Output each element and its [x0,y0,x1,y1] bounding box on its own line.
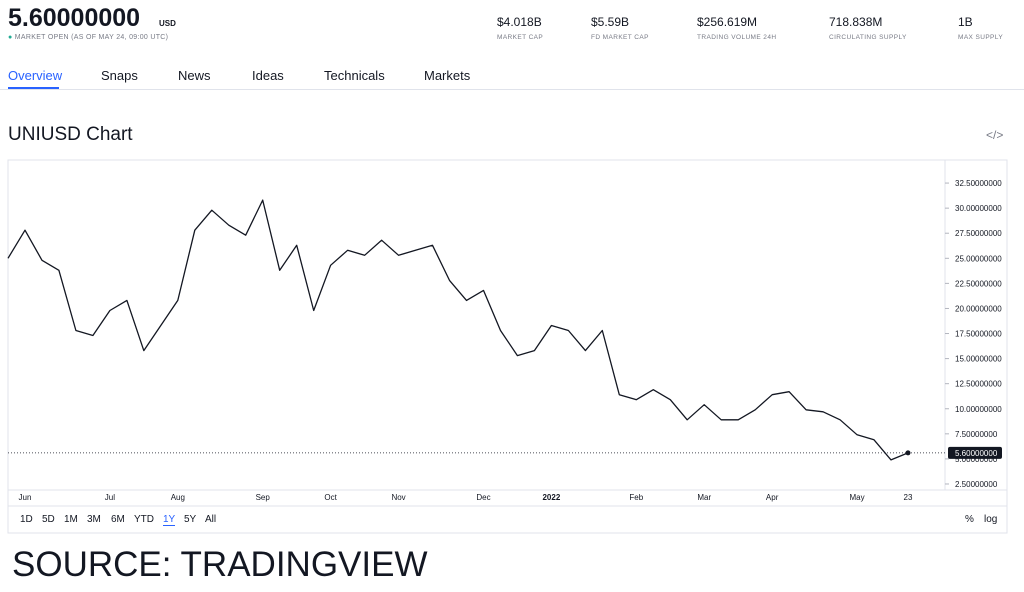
stat-value: $5.59B [591,15,630,29]
status-text: MARKET OPEN (AS OF MAY 24, 09:00 UTC) [14,34,169,41]
x-tick-label: Aug [171,493,185,502]
tab[interactable]: Overview [8,68,63,83]
x-tick-label: Apr [766,493,779,502]
price: 5.60000000 [8,4,141,32]
range-button[interactable]: 5D [42,514,55,525]
y-tick-label: 32.50000000 [955,179,1002,188]
tab[interactable]: Ideas [252,68,284,83]
x-tick-label: Jun [19,493,32,502]
divider [0,89,1024,90]
x-tick-label: 2022 [542,493,560,502]
price-line [7,199,909,461]
tab[interactable]: News [178,68,211,83]
y-tick-label: 10.00000000 [955,405,1002,414]
stat-value: $4.018B [497,15,542,29]
chart-frame [7,159,1008,534]
scale-button[interactable]: % [965,514,974,525]
y-tick-label: 7.50000000 [955,430,998,439]
source: SOURCE: TRADINGVIEW [12,545,428,584]
y-tick-label: 30.00000000 [955,204,1002,213]
range-button[interactable]: All [205,514,217,525]
range-button[interactable]: 1Y [163,514,176,526]
x-tick-label: 23 [904,493,913,502]
range-button[interactable]: YTD [134,514,154,525]
tab[interactable]: Markets [424,68,471,83]
range-button[interactable]: 1D [20,514,33,525]
chart-title: UNIUSD Chart [8,124,133,145]
tab[interactable]: Snaps [101,68,138,83]
last-point [905,450,911,456]
x-tick-label: May [849,493,864,502]
last-price-label: 5.60000000 [955,449,998,458]
range-button[interactable]: 6M [111,514,125,525]
market-status: ● MARKET OPEN (AS OF MAY 24, 09:00 UTC) [8,34,169,41]
y-tick-label: 5.00000000 [955,455,998,464]
y-tick-label: 2.50000000 [955,480,998,489]
y-tick-label: 12.50000000 [955,380,1002,389]
stat-value: 1B [958,15,973,29]
currency: USD [159,19,176,28]
y-tick-label: 15.00000000 [955,355,1002,364]
stat-value: 718.838M [829,15,883,29]
last-price-box [948,446,1002,459]
stat-label: MARKET CAP [497,34,544,41]
y-tick-label: 22.50000000 [955,279,1002,288]
tab[interactable]: Technicals [324,68,385,83]
stat-label: TRADING VOLUME 24H [697,34,777,41]
x-tick-label: Oct [324,493,337,502]
x-tick-label: Jul [105,493,115,502]
y-tick-label: 27.50000000 [955,229,1002,238]
x-tick-label: Dec [476,493,490,502]
stat-value: $256.619M [697,15,758,29]
x-tick-label: Feb [629,493,643,502]
embed-icon[interactable]: </> [986,128,1004,142]
stat-label: FD MARKET CAP [591,34,649,41]
y-tick-label: 25.00000000 [955,254,1002,263]
stat-label: CIRCULATING SUPPLY [829,34,907,41]
range-button[interactable]: 1M [64,514,78,525]
tab-underline [8,87,59,89]
x-tick-label: Nov [391,493,405,502]
range-button[interactable]: 5Y [184,514,197,525]
range-button[interactable]: 3M [87,514,101,525]
y-tick-label: 20.00000000 [955,304,1002,313]
y-tick-label: 17.50000000 [955,330,1002,339]
x-tick-label: Mar [697,493,711,502]
scale-button[interactable]: log [984,514,998,525]
stat-label: MAX SUPPLY [958,34,1004,41]
x-tick-label: Sep [256,493,271,502]
